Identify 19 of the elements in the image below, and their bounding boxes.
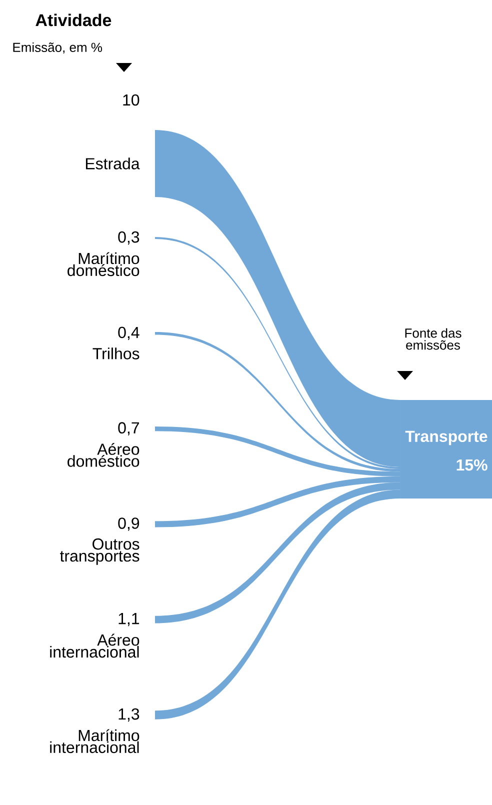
category-label: Aéreo doméstico	[68, 442, 140, 467]
data-label: 0,7	[118, 422, 139, 436]
data-label: 0,3	[118, 231, 140, 245]
category-label: Outros transportes	[60, 538, 140, 565]
text: Transporte	[405, 430, 488, 446]
category-label: Aéreo internacional	[50, 634, 140, 658]
data-label: 1,1	[118, 613, 140, 626]
category-label: Trilhos	[92, 348, 140, 360]
data-label: 10	[123, 94, 140, 106]
data-label: 0,9	[118, 518, 140, 531]
category-label: Marítimo internacional	[50, 729, 140, 754]
source-note: Fonte das emissões	[405, 328, 462, 350]
text: Emissão, em %	[13, 42, 102, 54]
data-label: 0,4	[118, 326, 140, 340]
data-label: 1,3	[118, 708, 140, 722]
text: 15%	[456, 459, 488, 471]
text: Atividade	[36, 14, 112, 26]
category-label: Estrada	[86, 158, 140, 170]
category-label: Marítimo doméstico	[68, 252, 140, 276]
